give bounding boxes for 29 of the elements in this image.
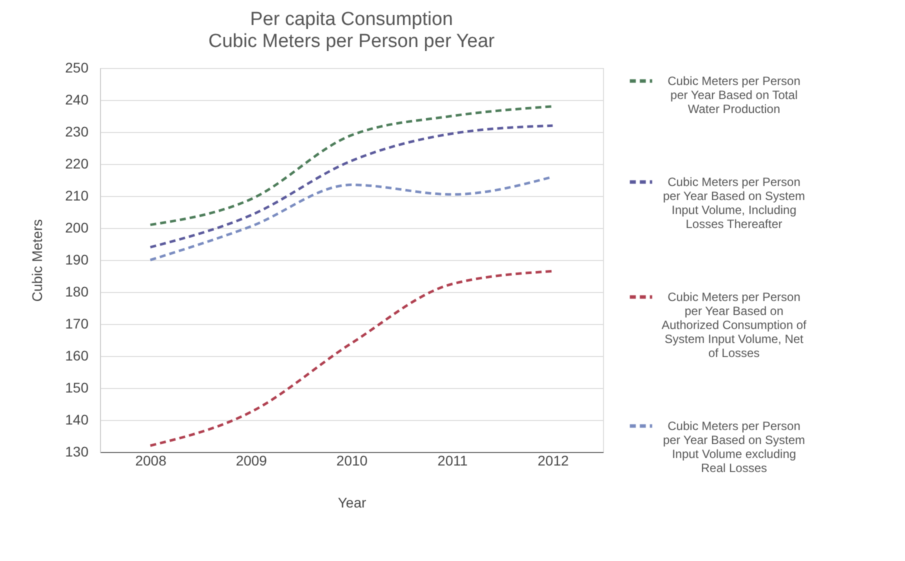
chart-title: Per capita Consumption <box>250 9 453 30</box>
y-tick-label: 140 <box>65 412 89 428</box>
y-tick-label: 180 <box>65 284 89 300</box>
y-tick-label: 130 <box>65 444 89 460</box>
y-tick-label: 160 <box>65 348 89 364</box>
y-tick-label: 230 <box>65 124 89 140</box>
chart-subtitle: Cubic Meters per Person per Year <box>208 31 496 52</box>
x-tick-label: 2012 <box>538 452 569 468</box>
x-tick-label: 2011 <box>438 452 468 468</box>
y-tick-label: 190 <box>65 252 89 268</box>
legend-label: Cubic Meters per Person per Year Based on System Input Volume excluding Real Losses <box>662 419 806 475</box>
x-tick-label: 2008 <box>135 452 167 468</box>
y-tick-label: 200 <box>65 220 89 236</box>
legend-label: Cubic Meters per Person per Year Based on Authorized Consumption of System Input Volume, Net of Losses <box>662 290 808 360</box>
y-tick-label: 150 <box>65 380 89 396</box>
y-tick-label: 210 <box>65 188 89 204</box>
x-axis-title: Year <box>338 494 366 510</box>
legend-label: Cubic Meters per Person per Year Based on Total Water Production <box>668 74 800 116</box>
line-series <box>149 105 554 226</box>
y-tick-label: 170 <box>65 316 89 332</box>
x-tick-label: 2010 <box>336 452 368 468</box>
y-tick-label: 220 <box>65 156 89 172</box>
x-tick-label: 2009 <box>236 452 268 468</box>
y-axis-title: Cubic Meters <box>29 219 46 302</box>
legend-label: Cubic Meters per Person per Year Based on System Input Volume, Including Losses Thereafter <box>662 175 806 231</box>
y-tick-label: 250 <box>65 60 89 76</box>
line-series <box>149 270 554 447</box>
y-tick-label: 240 <box>65 92 89 108</box>
line-series <box>149 124 554 248</box>
